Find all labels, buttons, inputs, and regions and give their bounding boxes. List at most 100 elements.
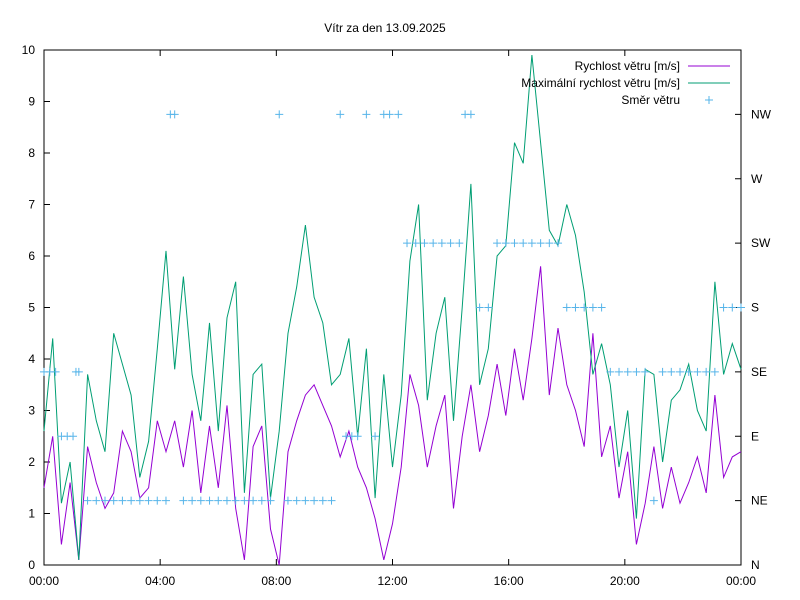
direction-point bbox=[283, 496, 292, 505]
direction-point bbox=[676, 367, 685, 376]
series-points-2 bbox=[40, 110, 745, 505]
direction-point bbox=[394, 110, 403, 119]
direction-point bbox=[266, 496, 275, 505]
direction-point bbox=[188, 496, 197, 505]
direction-point bbox=[385, 110, 394, 119]
direction-point bbox=[310, 496, 319, 505]
direction-point bbox=[249, 496, 258, 505]
direction-point bbox=[336, 110, 345, 119]
direction-point bbox=[475, 303, 484, 312]
direction-point bbox=[196, 496, 205, 505]
direction-point bbox=[693, 367, 702, 376]
direction-point bbox=[437, 239, 446, 248]
direction-point bbox=[74, 367, 83, 376]
direction-point bbox=[519, 239, 528, 248]
y-right-tick-label: N bbox=[751, 558, 760, 572]
direction-point bbox=[92, 496, 101, 505]
x-tick-label: 00:00 bbox=[29, 574, 59, 588]
legend-label-direction: Směr větru bbox=[621, 93, 680, 107]
direction-point bbox=[161, 496, 170, 505]
y-left-tick-label: 2 bbox=[28, 455, 35, 469]
direction-point bbox=[554, 239, 563, 248]
direction-point bbox=[69, 432, 78, 441]
direction-point bbox=[118, 496, 127, 505]
direction-point bbox=[562, 303, 571, 312]
direction-point bbox=[275, 110, 284, 119]
y-left-tick-label: 8 bbox=[28, 146, 35, 160]
direction-point bbox=[527, 239, 536, 248]
direction-point bbox=[641, 367, 650, 376]
direction-point bbox=[222, 496, 231, 505]
direction-point bbox=[109, 496, 118, 505]
x-tick-label: 08:00 bbox=[261, 574, 291, 588]
direction-point bbox=[649, 496, 658, 505]
direction-point bbox=[710, 367, 719, 376]
direction-point bbox=[362, 110, 371, 119]
y-left-tick-label: 0 bbox=[28, 558, 35, 572]
y-left-tick-label: 10 bbox=[22, 43, 36, 57]
direction-point bbox=[632, 367, 641, 376]
direction-point bbox=[493, 239, 502, 248]
legend: Rychlost větru [m/s] Maximální rychlost … bbox=[521, 59, 730, 107]
y-left-tick-label: 9 bbox=[28, 95, 35, 109]
y-right-tick-label: SW bbox=[751, 236, 771, 250]
direction-point bbox=[170, 110, 179, 119]
direction-point bbox=[606, 367, 615, 376]
direction-point bbox=[484, 303, 493, 312]
x-tick-label: 04:00 bbox=[145, 574, 175, 588]
y-left-tick-label: 3 bbox=[28, 404, 35, 418]
direction-point bbox=[411, 239, 420, 248]
direction-point bbox=[429, 239, 438, 248]
direction-point bbox=[153, 496, 162, 505]
direction-point bbox=[83, 496, 92, 505]
x-axis: 00:00 04:00 08:00 12:00 16:00 20:00 00:00 bbox=[29, 50, 756, 588]
direction-point bbox=[403, 239, 412, 248]
y-right-tick-label: W bbox=[751, 172, 763, 186]
direction-point bbox=[446, 239, 455, 248]
direction-point bbox=[466, 110, 475, 119]
direction-point bbox=[240, 496, 249, 505]
y-right-tick-label: SE bbox=[751, 365, 767, 379]
direction-point bbox=[353, 432, 362, 441]
direction-point bbox=[179, 496, 188, 505]
direction-point bbox=[371, 432, 380, 441]
direction-point bbox=[135, 496, 144, 505]
direction-point bbox=[455, 239, 464, 248]
direction-point bbox=[571, 303, 580, 312]
direction-point bbox=[597, 303, 606, 312]
series-line-0 bbox=[43, 266, 742, 566]
direction-point bbox=[737, 303, 745, 312]
direction-point bbox=[667, 367, 676, 376]
y-right-tick-label: NE bbox=[751, 494, 768, 508]
direction-point bbox=[545, 239, 554, 248]
direction-point bbox=[510, 239, 519, 248]
chart-title: Vítr za den 13.09.2025 bbox=[324, 21, 446, 35]
direction-point bbox=[100, 496, 109, 505]
series-line-1 bbox=[43, 55, 742, 560]
x-tick-label: 00:00 bbox=[726, 574, 756, 588]
direction-point bbox=[292, 496, 301, 505]
direction-point bbox=[127, 496, 136, 505]
direction-point bbox=[327, 496, 336, 505]
direction-point bbox=[318, 496, 327, 505]
direction-point bbox=[615, 367, 624, 376]
direction-point bbox=[231, 496, 240, 505]
direction-point bbox=[501, 239, 510, 248]
y-axis-left: 0 1 2 3 4 5 6 7 8 9 10 bbox=[22, 43, 50, 572]
direction-point bbox=[205, 496, 214, 505]
direction-point bbox=[420, 239, 429, 248]
y-axis-right: N NE E SE S SW W NW bbox=[735, 107, 772, 572]
x-tick-label: 12:00 bbox=[377, 574, 407, 588]
legend-marker-direction bbox=[705, 96, 713, 104]
series-layer bbox=[40, 55, 745, 566]
legend-label-speed: Rychlost větru [m/s] bbox=[575, 59, 680, 73]
direction-point bbox=[536, 239, 545, 248]
x-tick-label: 20:00 bbox=[610, 574, 640, 588]
direction-point bbox=[580, 303, 589, 312]
direction-point bbox=[684, 367, 693, 376]
y-left-tick-label: 4 bbox=[28, 352, 35, 366]
direction-point bbox=[728, 303, 737, 312]
direction-point bbox=[214, 496, 223, 505]
direction-point bbox=[301, 496, 310, 505]
